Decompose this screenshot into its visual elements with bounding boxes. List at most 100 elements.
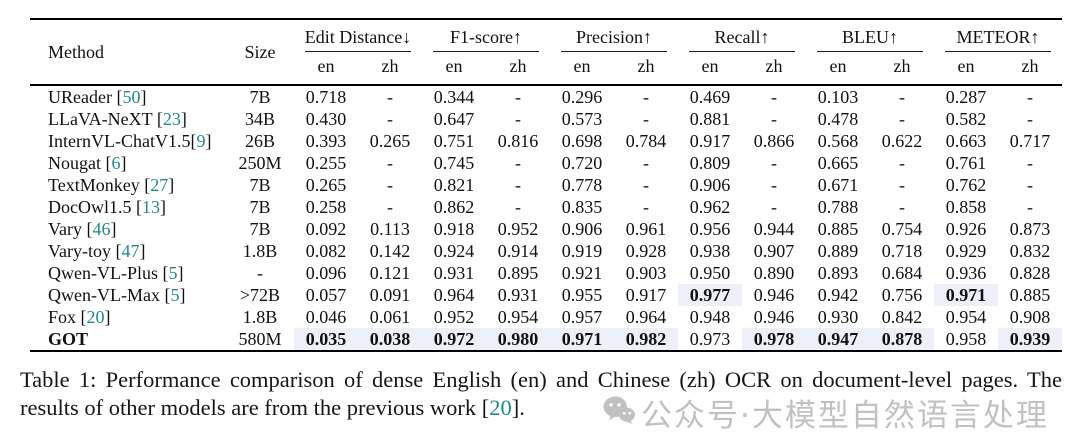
citation-link[interactable]: 46 [92, 219, 111, 239]
citation-link[interactable]: 23 [162, 109, 181, 129]
value-cell: 0.903 [625, 263, 667, 283]
value-cell: 0.393 [305, 131, 347, 151]
value-cell: 0.255 [305, 153, 347, 173]
value-cell: 0.287 [945, 87, 987, 107]
subheader-zh: zh [893, 56, 911, 76]
caption-text-2: ]. [511, 395, 525, 420]
value-cell: - [387, 87, 393, 107]
value-cell: 0.924 [433, 241, 475, 261]
citation-bracket: [ [76, 307, 87, 327]
value-cell: - [643, 197, 649, 217]
value-cell: 0.778 [561, 175, 603, 195]
value-cell: 0.926 [945, 219, 987, 239]
citation-bracket: [ [159, 285, 171, 305]
subheader-en: en [701, 56, 719, 76]
table-row: GOT 580M 0.035 0.038 0.972 0.980 0.971 0.982 0.9… [30, 328, 1062, 351]
table-row: DocOwl1.5 [13] 7B 0.258 - 0.862 - 0.835 - 0.962 -… [30, 196, 1062, 218]
value-cell: 0.931 [433, 263, 475, 283]
value-cell: 0.889 [817, 241, 859, 261]
value-cell: 0.954 [497, 307, 539, 327]
value-cell: 0.962 [689, 197, 731, 217]
citation-bracket: [ [190, 131, 197, 151]
value-cell: 0.082 [305, 241, 347, 261]
value-cell: 0.938 [689, 241, 731, 261]
value-cell: 0.647 [433, 109, 475, 129]
citation-link[interactable]: 50 [122, 87, 141, 107]
value-cell: 0.936 [945, 263, 987, 283]
value-cell: - [643, 87, 649, 107]
citation-link[interactable]: 27 [150, 175, 169, 195]
size-column-header: Size [244, 41, 276, 62]
citation-bracket: ] [139, 241, 146, 261]
size-cell: >72B [239, 285, 281, 305]
table-row: UReader [50] 7B 0.718 - 0.344 - 0.296 - 0.469 - 0.… [30, 85, 1062, 108]
value-cell: 0.862 [433, 197, 475, 217]
metric-group-header: Edit Distance↓ [294, 19, 422, 53]
value-cell: 0.788 [817, 197, 859, 217]
value-cell: - [1027, 109, 1033, 129]
value-cell: 0.958 [945, 329, 987, 349]
value-cell: - [899, 87, 905, 107]
size-cell: 1.8B [242, 307, 278, 327]
value-cell: 0.980 [486, 328, 550, 351]
citation-bracket: ] [180, 109, 187, 129]
method-name: Qwen-VL-Plus [48, 263, 158, 283]
citation-link[interactable]: 20 [86, 307, 105, 327]
value-cell: 0.957 [561, 307, 603, 327]
caption-citation[interactable]: 20 [489, 395, 512, 420]
value-cell: 0.971 [550, 328, 614, 351]
value-cell: - [899, 175, 905, 195]
value-cell: 0.939 [998, 328, 1062, 351]
value-cell: - [387, 153, 393, 173]
value-cell: 0.142 [369, 241, 411, 261]
value-cell: 0.038 [358, 328, 422, 351]
metric-group-label: BLEU↑ [842, 27, 898, 47]
value-cell: - [771, 87, 777, 107]
value-cell: 0.061 [369, 307, 411, 327]
value-cell: - [1027, 175, 1033, 195]
value-cell: 0.573 [561, 109, 603, 129]
value-cell: 0.751 [433, 131, 475, 151]
value-cell: 0.944 [753, 219, 795, 239]
value-cell: - [899, 109, 905, 129]
value-cell: 0.914 [497, 241, 539, 261]
citation-link[interactable]: 6 [111, 153, 121, 173]
value-cell: 0.906 [561, 219, 603, 239]
value-cell: 0.866 [753, 131, 795, 151]
value-cell: 0.881 [689, 109, 731, 129]
table-row: InternVL-ChatV1.5[9] 26B 0.393 0.265 0.751 0.… [30, 130, 1062, 152]
value-cell: 0.663 [945, 131, 987, 151]
value-cell: 0.718 [305, 87, 347, 107]
value-cell: 0.718 [881, 241, 923, 261]
value-cell: 0.762 [945, 175, 987, 195]
value-cell: 0.761 [945, 153, 987, 173]
value-cell: 0.665 [817, 153, 859, 173]
value-cell: 0.895 [497, 263, 539, 283]
size-cell: - [257, 263, 263, 283]
size-cell: 7B [249, 219, 271, 239]
method-cell: Qwen-VL-Max [5] [30, 284, 226, 306]
group-underline [433, 51, 539, 52]
metric-group-header: BLEU↑ [806, 19, 934, 53]
method-cell: LLaVA-NeXT [23] [30, 108, 226, 130]
citation-bracket: [ [158, 263, 169, 283]
value-cell: 0.828 [1009, 263, 1051, 283]
citation-link[interactable]: 5 [168, 263, 178, 283]
value-cell: 0.469 [689, 87, 731, 107]
subheader-zh: zh [381, 56, 399, 76]
value-cell: 0.344 [433, 87, 475, 107]
value-cell: - [387, 109, 393, 129]
results-table-wrap: Method Size Edit Distance↓ F1-score↑ Preci… [30, 18, 1062, 352]
citation-bracket: [ [139, 175, 151, 195]
value-cell: 0.956 [689, 219, 731, 239]
value-cell: 0.918 [433, 219, 475, 239]
citation-link[interactable]: 5 [170, 285, 180, 305]
citation-link[interactable]: 47 [121, 241, 140, 261]
value-cell: 0.816 [497, 131, 539, 151]
citation-link[interactable]: 9 [196, 131, 206, 151]
group-underline [305, 51, 411, 52]
metric-group-label: Edit Distance↓ [304, 27, 412, 47]
value-cell: - [515, 87, 521, 107]
citation-link[interactable]: 13 [142, 197, 160, 217]
value-cell: 0.671 [817, 175, 859, 195]
